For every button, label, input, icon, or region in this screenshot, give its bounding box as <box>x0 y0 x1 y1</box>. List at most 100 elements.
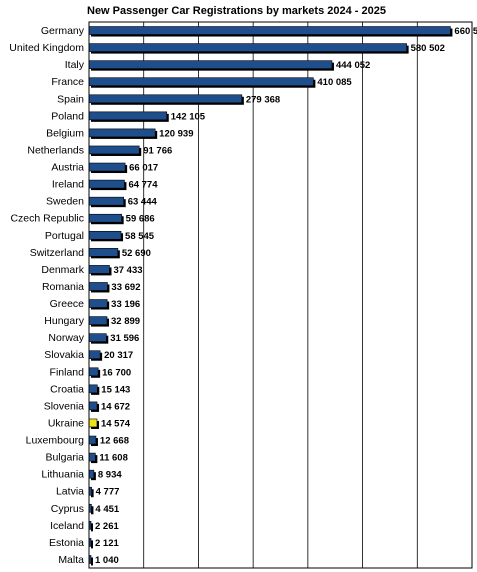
value-label: 4 451 <box>95 504 119 515</box>
bar <box>88 367 99 377</box>
category-label: Czech Republic <box>10 213 84 225</box>
category-label: Austria <box>51 162 84 174</box>
category-label: Germany <box>41 25 85 37</box>
bar <box>88 43 407 52</box>
value-label: 52 690 <box>122 248 151 259</box>
bar <box>88 111 168 121</box>
value-label: 279 368 <box>246 94 280 105</box>
category-label: Estonia <box>49 537 84 549</box>
bar <box>88 230 122 240</box>
bar <box>88 77 314 87</box>
category-label: France <box>51 76 84 88</box>
bar-shadow <box>91 506 94 515</box>
value-label: 33 692 <box>111 282 140 293</box>
category-label: Belgium <box>46 127 84 139</box>
category-labels: Germany United Kingdom Italy France Spain Pol… <box>9 25 84 566</box>
bar <box>88 435 97 445</box>
category-label: Denmark <box>41 264 84 276</box>
bars <box>88 26 453 566</box>
bar <box>88 162 126 172</box>
bar <box>88 452 96 462</box>
bar <box>88 196 125 206</box>
bar-shadow <box>91 557 93 566</box>
category-label: Iceland <box>50 520 84 532</box>
bar-shadow <box>91 489 94 498</box>
bar <box>88 26 451 35</box>
bar <box>88 213 122 223</box>
bar-shadow <box>91 523 93 532</box>
value-label: 2 121 <box>95 538 119 549</box>
value-label: 33 196 <box>111 299 140 310</box>
value-label: 58 545 <box>125 231 155 242</box>
value-label: 142 105 <box>171 111 206 122</box>
bar <box>88 469 95 479</box>
category-label: Netherlands <box>27 144 84 156</box>
value-label: 11 608 <box>99 453 128 464</box>
category-label: Ukraine <box>48 417 84 429</box>
value-label: 64 774 <box>128 180 158 191</box>
category-label: Switzerland <box>30 247 84 259</box>
bar-shadow <box>91 540 93 549</box>
bar <box>88 401 98 411</box>
bar <box>88 248 119 257</box>
value-label: 580 502 <box>411 43 445 54</box>
value-label: 1 040 <box>95 555 119 566</box>
category-label: Poland <box>51 110 84 122</box>
value-label: 15 143 <box>101 384 130 395</box>
bar <box>88 179 125 189</box>
value-label: 31 596 <box>110 333 139 344</box>
category-label: Malta <box>58 554 84 566</box>
value-label: 14 574 <box>101 418 131 429</box>
chart-title: New Passenger Car Registrations by marke… <box>87 5 386 17</box>
bar <box>88 265 110 274</box>
category-label: Lithuania <box>41 469 84 481</box>
grid-lines <box>143 22 418 568</box>
category-label: Croatia <box>50 383 84 395</box>
value-label: 444 052 <box>336 60 370 71</box>
bar <box>88 384 98 394</box>
value-label: 16 700 <box>102 367 131 378</box>
value-label: 120 939 <box>159 128 193 139</box>
category-label: Spain <box>57 93 84 105</box>
category-label: Ireland <box>52 179 84 191</box>
bar <box>88 94 243 104</box>
category-label: Cyprus <box>51 503 84 515</box>
value-label: 91 766 <box>143 145 172 156</box>
value-label: 660 571 <box>454 26 477 37</box>
value-label: 63 444 <box>128 197 158 208</box>
category-label: Finland <box>50 366 85 378</box>
bar <box>88 145 140 155</box>
value-label: 66 017 <box>129 163 158 174</box>
category-label: United Kingdom <box>9 42 84 54</box>
value-label: 12 668 <box>100 436 129 447</box>
value-label: 37 433 <box>113 265 142 276</box>
category-label: Slovenia <box>44 400 84 412</box>
category-label: Italy <box>65 59 85 71</box>
category-label: Latvia <box>56 486 84 498</box>
bar <box>88 350 101 360</box>
value-label: 32 899 <box>111 316 140 327</box>
bar <box>88 299 108 308</box>
category-label: Bulgaria <box>45 452 84 464</box>
plot-frame <box>88 21 473 569</box>
category-label: Romania <box>42 281 84 293</box>
value-labels: 660 571 580 502 444 052 410 085 279 368 142 1… <box>95 26 477 566</box>
bar <box>88 282 108 291</box>
bar <box>88 316 108 325</box>
category-label: Luxembourg <box>26 435 85 447</box>
category-label: Portugal <box>45 230 84 242</box>
value-label: 8 934 <box>98 470 122 481</box>
value-label: 14 672 <box>101 401 130 412</box>
value-label: 59 686 <box>126 214 155 225</box>
value-label: 2 261 <box>95 521 119 532</box>
category-label: Sweden <box>46 196 84 208</box>
bar <box>88 418 98 428</box>
bar <box>88 333 107 342</box>
value-label: 20 317 <box>104 350 133 361</box>
bar <box>88 60 333 69</box>
value-label: 410 085 <box>317 77 352 88</box>
category-label: Greece <box>50 298 85 310</box>
category-label: Slovakia <box>44 349 84 361</box>
category-label: Norway <box>48 332 84 344</box>
